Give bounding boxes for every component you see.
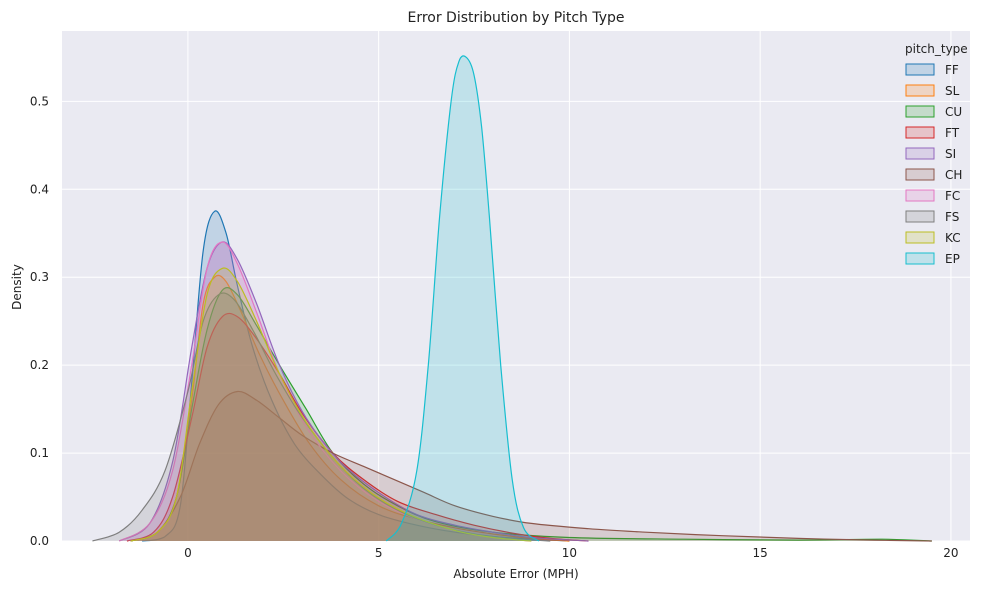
- density-area-ft: [126, 313, 589, 541]
- x-tick-label: 5: [375, 546, 383, 560]
- density-area-fc: [119, 241, 532, 541]
- x-tick-label: 0: [184, 546, 192, 560]
- legend-label-kc: KC: [945, 231, 961, 245]
- legend-label-ep: EP: [945, 252, 960, 266]
- legend-swatch-sl: [905, 84, 935, 97]
- y-tick-label: 0.0: [30, 534, 49, 548]
- y-tick-label: 0.4: [30, 182, 49, 196]
- density-line-ch: [130, 390, 932, 542]
- legend-label-si: SI: [945, 147, 956, 161]
- legend-swatch-ft: [905, 126, 935, 139]
- density-area-fs: [92, 292, 551, 541]
- density-area-kc: [130, 267, 532, 541]
- y-tick-label: 0.3: [30, 270, 49, 284]
- density-area-ep: [386, 55, 539, 541]
- legend-swatch-kc: [905, 231, 935, 244]
- legend-label-ft: FT: [945, 126, 960, 140]
- legend-label-cu: CU: [945, 105, 962, 119]
- x-tick-label: 20: [943, 546, 958, 560]
- y-tick-label: 0.1: [30, 446, 49, 460]
- legend-label-ch: CH: [945, 168, 962, 182]
- y-tick-label: 0.5: [30, 94, 49, 108]
- density-line-ep: [385, 55, 540, 542]
- plot-background: [62, 31, 970, 541]
- density-line-kc: [130, 267, 532, 542]
- legend-label-fc: FC: [945, 189, 960, 203]
- legend-label-fs: FS: [945, 210, 959, 224]
- density-line-si: [118, 241, 589, 542]
- legend-swatch-fc: [905, 189, 935, 202]
- density-area-sl: [130, 275, 570, 541]
- x-tick-label: 10: [562, 546, 577, 560]
- density-area-ff: [142, 210, 570, 541]
- legend-swatch-ff: [905, 63, 935, 76]
- density-line-ft: [126, 312, 589, 542]
- legend-label-ff: FF: [945, 63, 959, 77]
- legend-label-sl: SL: [945, 84, 960, 98]
- legend-swatch-ch: [905, 168, 935, 181]
- legend: pitch_type FF SL CU FT SI CH FC FS KC EP: [905, 42, 968, 266]
- x-axis-title: Absolute Error (MPH): [453, 567, 578, 581]
- chart-title: Error Distribution by Pitch Type: [407, 10, 624, 26]
- legend-swatch-si: [905, 147, 935, 160]
- tick-layer: 0 5 10 15 20 0.0 0.1 0.2 0.3 0.4 0.5: [30, 94, 959, 560]
- x-tick-label: 15: [753, 546, 768, 560]
- density-line-sl: [130, 274, 570, 542]
- density-area-si: [119, 241, 589, 541]
- density-area-ch: [130, 391, 932, 541]
- legend-swatch-cu: [905, 105, 935, 118]
- legend-swatch-fs: [905, 210, 935, 223]
- y-axis-title: Density: [10, 264, 24, 310]
- density-line-cu: [130, 287, 932, 542]
- y-tick-label: 0.2: [30, 358, 49, 372]
- legend-swatch-ep: [905, 252, 935, 265]
- series-layer: [92, 55, 932, 542]
- density-area-cu: [130, 287, 932, 541]
- legend-title: pitch_type: [905, 42, 968, 56]
